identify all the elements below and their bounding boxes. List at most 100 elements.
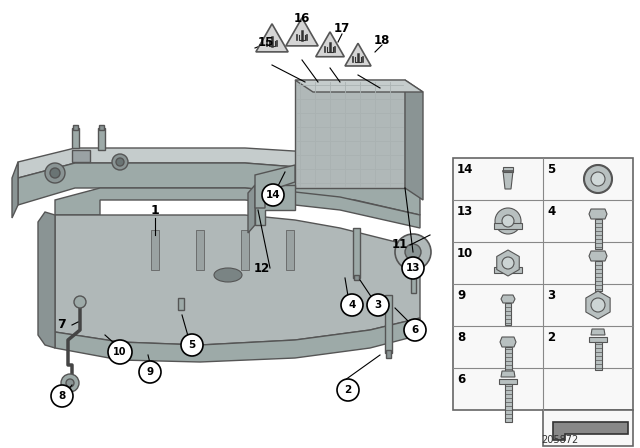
Circle shape bbox=[502, 215, 514, 227]
Circle shape bbox=[262, 184, 284, 206]
Polygon shape bbox=[55, 215, 420, 345]
Text: 2: 2 bbox=[344, 385, 351, 395]
Text: 205872: 205872 bbox=[541, 435, 578, 445]
Text: 5: 5 bbox=[547, 163, 556, 176]
Text: 10: 10 bbox=[457, 247, 473, 260]
Bar bbox=[595, 342, 602, 370]
Circle shape bbox=[116, 158, 124, 166]
Polygon shape bbox=[255, 185, 295, 225]
Circle shape bbox=[402, 257, 424, 279]
Text: 9: 9 bbox=[147, 367, 154, 377]
Bar bbox=[386, 350, 391, 358]
Text: 4: 4 bbox=[547, 205, 556, 218]
Bar bbox=[98, 128, 105, 150]
Text: 10: 10 bbox=[113, 347, 127, 357]
Polygon shape bbox=[586, 291, 610, 319]
Bar bbox=[178, 298, 184, 310]
Circle shape bbox=[405, 244, 421, 260]
Polygon shape bbox=[501, 295, 515, 303]
Circle shape bbox=[404, 319, 426, 341]
Text: 3: 3 bbox=[374, 300, 381, 310]
Circle shape bbox=[337, 379, 359, 401]
Ellipse shape bbox=[214, 268, 242, 282]
Circle shape bbox=[495, 208, 521, 234]
Bar bbox=[494, 223, 522, 229]
Bar bbox=[504, 347, 511, 371]
Circle shape bbox=[139, 361, 161, 383]
Bar bbox=[595, 261, 602, 291]
Bar bbox=[354, 275, 359, 280]
Polygon shape bbox=[38, 212, 55, 348]
Circle shape bbox=[112, 154, 128, 170]
Polygon shape bbox=[553, 422, 628, 440]
Polygon shape bbox=[12, 162, 18, 218]
Polygon shape bbox=[405, 80, 423, 200]
Polygon shape bbox=[503, 171, 513, 189]
Text: 14: 14 bbox=[457, 163, 474, 176]
Bar bbox=[385, 295, 392, 353]
Circle shape bbox=[74, 296, 86, 308]
Polygon shape bbox=[497, 250, 519, 276]
Circle shape bbox=[61, 374, 79, 392]
Text: 7: 7 bbox=[58, 319, 67, 332]
Text: 8: 8 bbox=[58, 391, 66, 401]
Polygon shape bbox=[255, 165, 295, 208]
Text: 14: 14 bbox=[266, 190, 280, 200]
Polygon shape bbox=[256, 24, 288, 52]
Text: 16: 16 bbox=[294, 12, 310, 25]
Circle shape bbox=[341, 294, 363, 316]
Circle shape bbox=[591, 298, 605, 312]
Text: 1: 1 bbox=[150, 203, 159, 216]
Bar bbox=[504, 384, 511, 422]
Polygon shape bbox=[18, 163, 420, 215]
Text: 11: 11 bbox=[392, 238, 408, 251]
Bar bbox=[411, 265, 416, 293]
Polygon shape bbox=[18, 148, 420, 190]
Polygon shape bbox=[589, 209, 607, 219]
Polygon shape bbox=[55, 318, 420, 362]
Circle shape bbox=[51, 385, 73, 407]
Bar bbox=[99, 125, 104, 130]
Circle shape bbox=[367, 294, 389, 316]
Bar bbox=[505, 303, 511, 325]
Circle shape bbox=[395, 234, 431, 270]
Text: 2: 2 bbox=[547, 331, 555, 344]
Bar bbox=[589, 337, 607, 342]
Text: 9: 9 bbox=[457, 289, 465, 302]
Text: 18: 18 bbox=[374, 34, 390, 47]
Text: 4: 4 bbox=[348, 300, 356, 310]
Bar bbox=[543, 410, 633, 446]
Bar bbox=[353, 228, 360, 278]
Polygon shape bbox=[591, 329, 605, 335]
Polygon shape bbox=[286, 18, 318, 46]
Bar bbox=[72, 150, 90, 162]
Text: 17: 17 bbox=[334, 22, 350, 34]
Bar bbox=[499, 379, 517, 384]
Circle shape bbox=[181, 334, 203, 356]
Polygon shape bbox=[295, 80, 423, 92]
Polygon shape bbox=[241, 230, 249, 270]
Polygon shape bbox=[55, 188, 420, 228]
Circle shape bbox=[66, 379, 74, 387]
Bar bbox=[73, 125, 78, 130]
Polygon shape bbox=[316, 32, 344, 57]
Text: 15: 15 bbox=[258, 35, 275, 48]
Polygon shape bbox=[501, 371, 515, 377]
Circle shape bbox=[584, 165, 612, 193]
Polygon shape bbox=[345, 43, 371, 66]
Polygon shape bbox=[500, 337, 516, 347]
Text: 13: 13 bbox=[457, 205, 473, 218]
Polygon shape bbox=[248, 185, 255, 233]
Circle shape bbox=[591, 172, 605, 186]
Circle shape bbox=[108, 340, 132, 364]
Text: 13: 13 bbox=[406, 263, 420, 273]
Circle shape bbox=[50, 168, 60, 178]
Text: 8: 8 bbox=[457, 331, 465, 344]
Bar bbox=[72, 128, 79, 148]
Bar bbox=[453, 158, 633, 410]
Polygon shape bbox=[151, 230, 159, 270]
Text: 5: 5 bbox=[188, 340, 196, 350]
Bar bbox=[595, 219, 602, 249]
Text: 12: 12 bbox=[254, 262, 270, 275]
Text: 6: 6 bbox=[412, 325, 419, 335]
